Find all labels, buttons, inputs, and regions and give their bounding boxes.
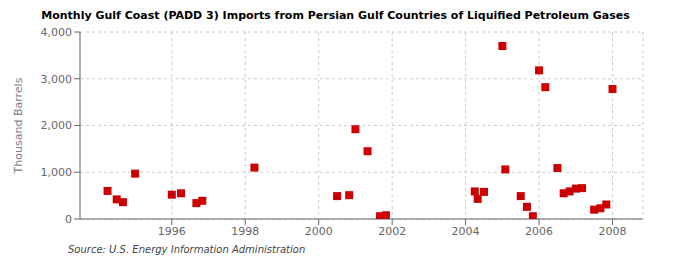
svg-text:2008: 2008 <box>599 225 627 238</box>
svg-text:Thousand Barrels: Thousand Barrels <box>12 77 25 174</box>
svg-text:2000: 2000 <box>305 225 333 238</box>
html-text:Source: U.S. Energy Informatio: Source: U.S. Energy Information Administ… <box>68 244 306 255</box>
svg-text:2,000: 2,000 <box>41 119 73 132</box>
svg-text:1998: 1998 <box>231 225 259 238</box>
svg-text:2006: 2006 <box>525 225 553 238</box>
svg-text:4,000: 4,000 <box>41 26 73 39</box>
svg-text:1,000: 1,000 <box>41 166 73 179</box>
html-text:Monthly Gulf Coast (PADD 3) Im: Monthly Gulf Coast (PADD 3) Imports from… <box>41 9 630 22</box>
svg-text:2004: 2004 <box>452 225 480 238</box>
svg-text:0: 0 <box>65 213 72 226</box>
svg-text:2002: 2002 <box>378 225 406 238</box>
svg-text:3,000: 3,000 <box>41 73 73 86</box>
svg-text:1996: 1996 <box>158 225 186 238</box>
